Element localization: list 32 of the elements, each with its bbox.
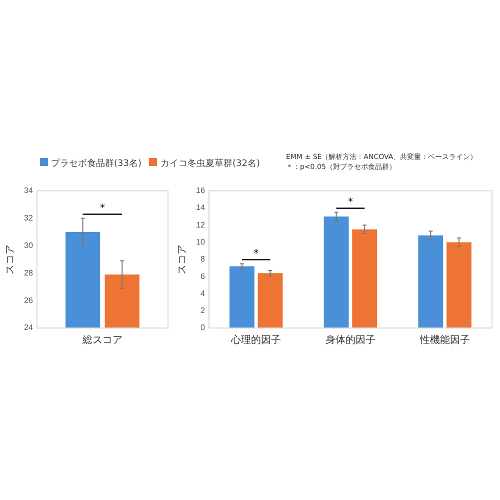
bar <box>418 235 444 328</box>
bar <box>324 216 349 328</box>
y-tick-label: 10 <box>196 237 206 246</box>
y-tick-label: 12 <box>196 220 206 230</box>
y-tick-label: 2 <box>200 306 206 316</box>
x-tick-label: 心理的因子 <box>230 334 282 346</box>
y-tick-label: 28 <box>24 268 34 278</box>
bar <box>258 273 283 328</box>
y-tick-label: 8 <box>200 254 206 264</box>
bar <box>229 266 254 328</box>
x-tick-label: 身体的因子 <box>325 334 376 346</box>
y-tick-label: 14 <box>196 203 206 212</box>
x-tick-label: 総スコア <box>81 334 122 346</box>
x-tick-label: 性機能因子 <box>418 334 470 346</box>
y-tick-label: 30 <box>24 240 34 250</box>
y-tick-label: 4 <box>200 288 206 298</box>
y-tick-label: 24 <box>24 323 34 332</box>
legend-label: プラセボ食品群(33名) <box>50 157 142 170</box>
y-tick-label: 16 <box>196 186 206 196</box>
y-tick-label: 32 <box>24 213 34 222</box>
y-axis-title: スコア <box>4 244 16 274</box>
y-tick-label: 34 <box>24 186 34 196</box>
annotation: * <box>100 202 105 214</box>
y-tick-label: 0 <box>200 323 206 332</box>
y-tick-label: 6 <box>200 272 206 281</box>
y-axis-title: スコア <box>176 244 188 274</box>
bar <box>352 229 378 328</box>
y-tick-label: 26 <box>24 296 34 305</box>
annotation: * <box>348 196 353 208</box>
legend-label: カイコ冬虫夏草群(32名) <box>159 158 260 170</box>
annotation: * <box>254 248 259 260</box>
bar <box>446 242 472 328</box>
